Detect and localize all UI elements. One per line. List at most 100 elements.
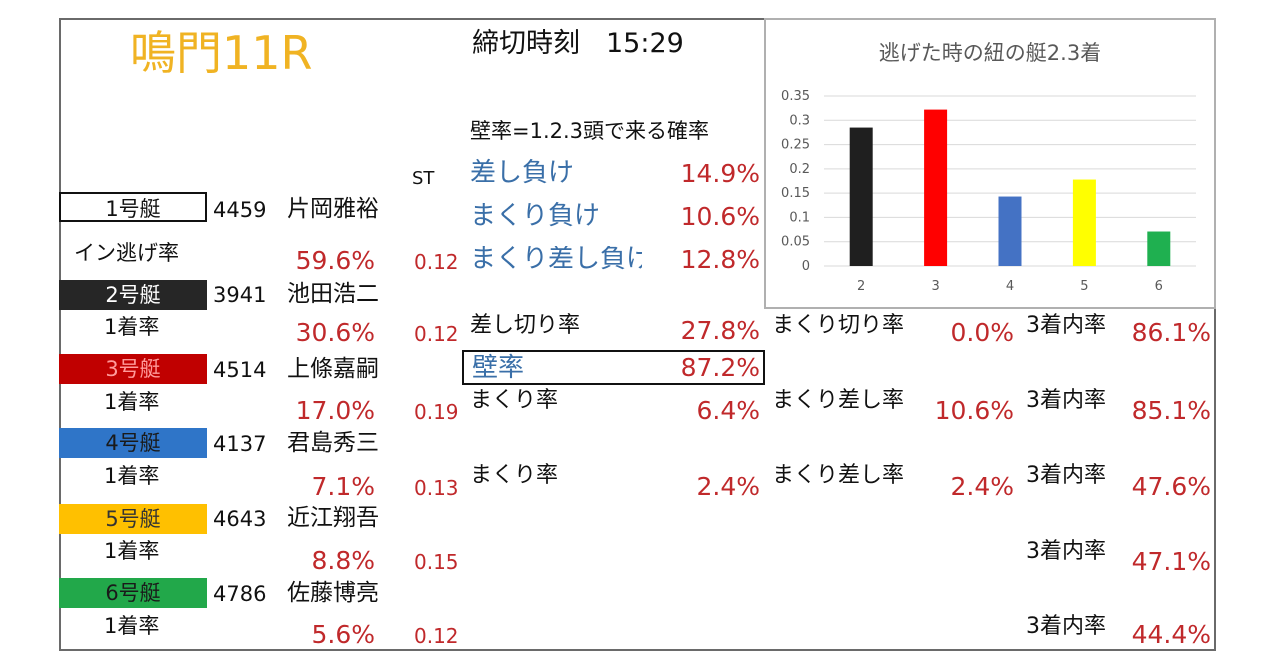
chart-ytick-label: 0.3: [789, 113, 810, 128]
boat-6-reg-no: 4786: [213, 582, 267, 606]
boat-2-rate-label: 1着率: [104, 315, 160, 339]
st-header: ST: [412, 168, 435, 189]
chart-xtick-label: 4: [1006, 279, 1014, 294]
chart-bar-5: [1072, 179, 1096, 266]
boat-3-makurisashi-value: 10.6%: [934, 396, 1014, 425]
boat-1-rate-label: イン逃げ率: [74, 241, 179, 265]
boat-4-st: 0.13: [414, 476, 459, 500]
loss-label-makurisashi: まくり差し負け: [470, 246, 642, 272]
boat-4-top3-label: 3着内率: [1026, 463, 1106, 488]
boat-1-label: 1号艇: [105, 197, 161, 221]
chart-xtick-label: 5: [1080, 279, 1088, 294]
chart-ytick-label: 0.05: [781, 235, 810, 250]
boat-5-racer-name: 近江翔吾: [287, 505, 379, 531]
chart-ytick-label: 0: [802, 259, 810, 274]
boat-3-rate-value: 17.0%: [295, 396, 375, 425]
boat-3-reg-no: 4514: [213, 358, 267, 382]
wall-rate-value: 87.2%: [680, 353, 760, 382]
chart-bar-2: [849, 127, 873, 266]
boat-1-st: 0.12: [414, 250, 459, 274]
boat-2-st: 0.12: [414, 322, 459, 346]
boat-2-sashikiri-value: 27.8%: [680, 316, 760, 345]
chart-xtick-label: 3: [931, 279, 939, 294]
chart-title: 逃げた時の紐の艇2.3着: [879, 41, 1101, 65]
boat-3-label: 3号艇: [105, 357, 161, 381]
boat-5-reg-no: 4643: [213, 507, 267, 531]
boat-2-label: 2号艇: [105, 283, 161, 307]
chart-ytick-label: 0.25: [781, 138, 810, 153]
loss-value-sashi: 14.9%: [680, 159, 760, 188]
boat-3-st: 0.19: [414, 400, 459, 424]
boat-6-label: 6号艇: [105, 581, 161, 605]
boat-5-rate-label: 1着率: [104, 539, 160, 563]
boat-6-badge: 6号艇: [59, 578, 207, 608]
boat-2-top3-label: 3着内率: [1026, 313, 1106, 338]
race-title: 鳴門11R: [130, 26, 313, 80]
escape-chart: 逃げた時の紐の艇2.3着 00.050.10.150.20.250.30.35 …: [781, 41, 1196, 294]
escape-chart-panel: 逃げた時の紐の艇2.3着 0 0.05 0.1 0.15 0.2 0.25 0.3 0.35 …: [764, 18, 1216, 309]
boat-2-badge: 2号艇: [59, 280, 207, 310]
wall-rate-label: 壁率: [472, 353, 525, 383]
wall-rate-box: [462, 350, 765, 385]
boat-3-top3-label: 3着内率: [1026, 388, 1106, 413]
boat-5-top3-value: 47.1%: [1131, 547, 1211, 576]
wall-definition: 壁率=1.2.3頭で来る確率: [470, 119, 710, 143]
boat-2-makurikiri-value: 0.0%: [950, 318, 1014, 347]
chart-xtick-label: 6: [1155, 279, 1163, 294]
boat-4-racer-name: 君島秀三: [287, 430, 379, 456]
boat-6-top3-value: 44.4%: [1131, 620, 1211, 649]
deadline: 締切時刻 15:29: [472, 30, 684, 57]
boat-2-top3-value: 86.1%: [1131, 318, 1211, 347]
boat-2-rate-value: 30.6%: [295, 318, 375, 347]
boat-3-top3-value: 85.1%: [1131, 396, 1211, 425]
boat-1-reg-no: 4459: [213, 198, 267, 222]
boat-3-makurisashi-label: まくり差し率: [772, 388, 905, 413]
boat-2-reg-no: 3941: [213, 283, 267, 307]
boat-5-st: 0.15: [414, 550, 459, 574]
chart-ytick-label: 0.2: [789, 162, 810, 177]
boat-4-reg-no: 4137: [213, 432, 267, 456]
boat-5-label: 5号艇: [105, 507, 161, 531]
boat-4-makuri-value: 2.4%: [696, 472, 760, 501]
boat-1-rate-value: 59.6%: [295, 246, 375, 275]
chart-ytick-label: 0.1: [789, 210, 810, 225]
chart-ytick-label: 0.15: [781, 186, 810, 201]
boat-6-st: 0.12: [414, 624, 459, 648]
chart-bar-3: [924, 109, 948, 266]
boat-1-badge: 1号艇: [59, 192, 207, 222]
boat-3-racer-name: 上條嘉嗣: [287, 356, 379, 382]
loss-label-makuri: まくり負け: [470, 201, 601, 231]
loss-value-makurisashi: 12.8%: [680, 245, 760, 274]
boat-6-top3-label: 3着内率: [1026, 614, 1106, 639]
boat-5-rate-value: 8.8%: [311, 546, 375, 575]
boat-4-badge: 4号艇: [59, 428, 207, 458]
boat-3-makuri-label: まくり率: [470, 388, 559, 413]
boat-3-rate-label: 1着率: [104, 390, 160, 414]
chart-ytick-label: 0.35: [781, 89, 810, 104]
boat-6-rate-label: 1着率: [104, 614, 160, 638]
boat-4-makurisashi-label: まくり差し率: [772, 463, 905, 488]
boat-4-makuri-label: まくり率: [470, 463, 559, 488]
boat-1-racer-name: 片岡雅裕: [287, 196, 379, 222]
boat-2-racer-name: 池田浩二: [287, 281, 379, 307]
deadline-label: 締切時刻: [472, 28, 580, 59]
boat-4-rate-label: 1着率: [104, 464, 160, 488]
boat-5-badge: 5号艇: [59, 504, 207, 534]
boat-6-rate-value: 5.6%: [311, 620, 375, 649]
boat-4-label: 4号艇: [105, 431, 161, 455]
boat-6-racer-name: 佐藤博亮: [287, 580, 379, 606]
boat-3-badge: 3号艇: [59, 354, 207, 384]
boat-3-makuri-value: 6.4%: [696, 396, 760, 425]
chart-bar-6: [1147, 231, 1171, 266]
boat-2-makurikiri-label: まくり切り率: [772, 313, 905, 338]
boat-2-sashikiri-label: 差し切り率: [470, 313, 581, 338]
loss-value-makuri: 10.6%: [680, 202, 760, 231]
boat-4-top3-value: 47.6%: [1131, 472, 1211, 501]
boat-4-makurisashi-value: 2.4%: [950, 472, 1014, 501]
chart-xtick-label: 2: [857, 279, 865, 294]
boat-5-top3-label: 3着内率: [1026, 539, 1106, 564]
chart-bar-4: [998, 196, 1022, 266]
boat-4-rate-value: 7.1%: [311, 472, 375, 501]
deadline-time: 15:29: [606, 28, 684, 59]
loss-label-sashi: 差し負け: [470, 158, 575, 188]
